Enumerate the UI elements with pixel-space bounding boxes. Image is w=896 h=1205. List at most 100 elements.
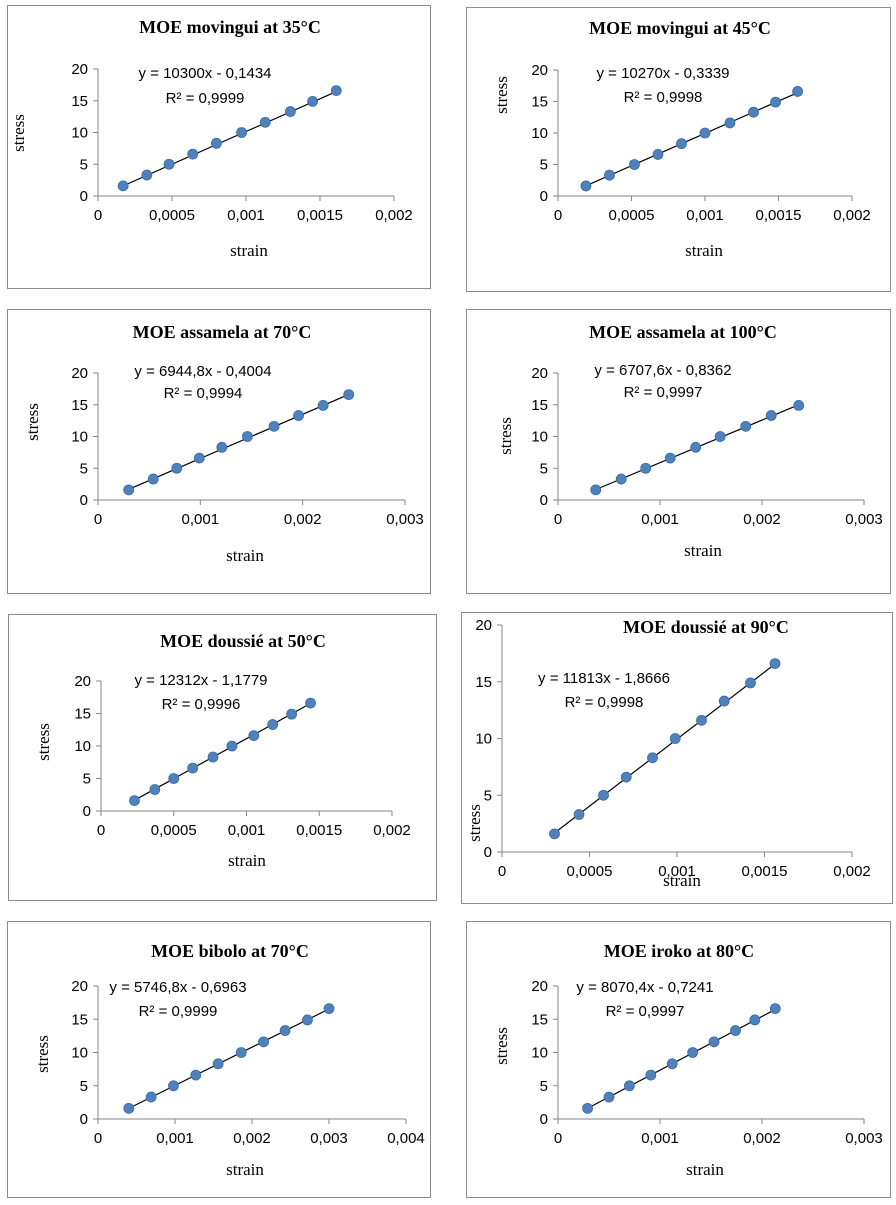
x-tick-label: 0,001 [227,207,265,224]
data-point [305,697,316,709]
chart-svg: 0 0,001 0,002 0,003 0 5 10 15 20 MOE iroko at 80°… [492,941,883,1179]
data-point [323,1003,335,1015]
x-tick-label: 0,003 [845,511,883,528]
data-point [615,473,627,485]
data-point [687,1047,699,1058]
data-point [645,1069,657,1081]
x-tick-label: 0 [97,822,105,839]
y-tick-label: 10 [71,1045,88,1062]
y-tick-label: 10 [74,738,91,755]
x-tick-label: 0,0005 [149,207,195,224]
y-tick-label: 0 [80,188,88,205]
data-point [284,106,296,117]
chart-title: MOE assamela at 100°C [589,322,777,342]
r-squared: R² = 0,9998 [565,694,644,711]
data-point [226,740,238,752]
x-tick-label: 0,002 [284,511,322,528]
x-tick-label: 0,002 [833,207,871,224]
chart-panel-movingui-35: 0 0,0005 0,001 0,0015 0,002 0 5 10 15 20 MOE movin… [7,5,431,289]
data-point [163,158,175,170]
data-point [573,809,585,820]
x-tick-label: 0 [554,1130,562,1147]
x-tick-label: 0 [94,511,102,528]
chart-title: MOE iroko at 80°C [604,941,754,961]
x-tick-label: 0,001 [658,863,696,880]
data-point [604,169,615,181]
x-tick-label: 0 [554,511,562,528]
y-tick-label: 10 [71,125,88,142]
y-tick-label: 15 [71,397,88,414]
data-point [793,399,805,411]
x-tick-label: 0,001 [686,207,724,224]
y-tick-label: 10 [531,429,548,446]
y-tick-label: 20 [531,365,548,382]
x-tick-label: 0 [498,863,506,880]
data-point [664,452,676,464]
data-point [171,462,183,474]
chart-svg: 0 0,001 0,002 0,003 0 5 10 15 20 MOE assamela at … [23,322,424,565]
x-axis-label: strain [230,241,268,260]
y-tick-label: 10 [531,125,548,142]
x-tick-label: 0,001 [156,1130,194,1147]
data-point [286,708,298,720]
data-point [248,730,260,741]
chart-svg: 0 0,0005 0,001 0,0015 0,002 0 5 10 15 20 MOE douss… [34,631,411,870]
y-axis-label: stress [496,417,515,455]
data-point [123,1102,135,1114]
data-point [598,789,609,801]
chart-title: MOE bibolo at 70°C [151,941,309,961]
y-tick-label: 15 [531,94,548,111]
y-tick-label: 0 [80,1111,88,1128]
y-tick-label: 20 [531,978,548,995]
trendline [130,700,315,803]
r-squared: R² = 0,9998 [624,89,703,106]
data-point [193,452,205,464]
data-point [236,127,247,138]
data-point [187,762,199,774]
data-point [765,410,777,421]
y-tick-label: 5 [484,787,492,804]
data-point [769,658,781,669]
x-tick-label: 0,0015 [742,863,788,880]
x-tick-label: 0,0015 [297,207,343,224]
x-tick-label: 0,002 [375,207,413,224]
x-tick-label: 0,003 [386,511,424,528]
data-point [730,1025,741,1036]
y-tick-label: 15 [531,397,548,414]
y-axis-label: stress [23,403,42,441]
data-point [129,795,140,807]
data-point [792,86,804,97]
chart-panel-assamela-100: 0 0,001 0,002 0,003 0 5 10 15 20 MOE assamela at … [466,309,891,594]
data-point [718,695,730,707]
trend-equation: y = 10270x - 0,3339 [596,65,729,82]
data-point [216,441,228,453]
trend-equation: y = 11813x - 1,8666 [538,670,670,687]
x-tick-label: 0,0015 [756,207,802,224]
chart-title: MOE movingui at 35°C [139,17,321,37]
y-axis-label: stress [465,804,484,842]
data-point [620,771,632,783]
y-tick-label: 5 [540,1078,548,1095]
chart-svg: 0 0,001 0,002 0,003 0 5 10 15 20 MOE assamela at … [496,322,883,560]
r-squared: R² = 0,9999 [139,1003,218,1020]
y-axis-label: stress [492,76,511,114]
x-tick-label: 0,002 [833,863,871,880]
y-tick-label: 0 [540,1111,548,1128]
data-point [582,1102,593,1114]
x-tick-label: 0,001 [182,511,220,528]
x-tick-label: 0,0005 [567,863,613,880]
data-point [640,462,652,474]
data-point [307,95,319,107]
data-point [708,1036,720,1048]
data-point [629,159,640,170]
y-tick-label: 20 [74,673,91,690]
y-tick-label: 15 [74,706,91,723]
data-point [748,106,759,118]
chart-panel-iroko-80: 0 0,001 0,002 0,003 0 5 10 15 20 MOE iroko at 80°… [466,921,891,1198]
data-point [258,1036,269,1048]
chart-svg: 0 0,001 0,002 0,003 0,004 0 5 10 15 20 MOE bibolo … [33,941,425,1179]
chart-panel-bibolo-70: 0 0,001 0,002 0,003 0,004 0 5 10 15 20 MOE bibolo … [7,921,431,1198]
trend-equation: y = 5746,8x - 0,6963 [109,979,246,996]
y-tick-label: 5 [540,460,548,477]
data-point [724,117,736,129]
